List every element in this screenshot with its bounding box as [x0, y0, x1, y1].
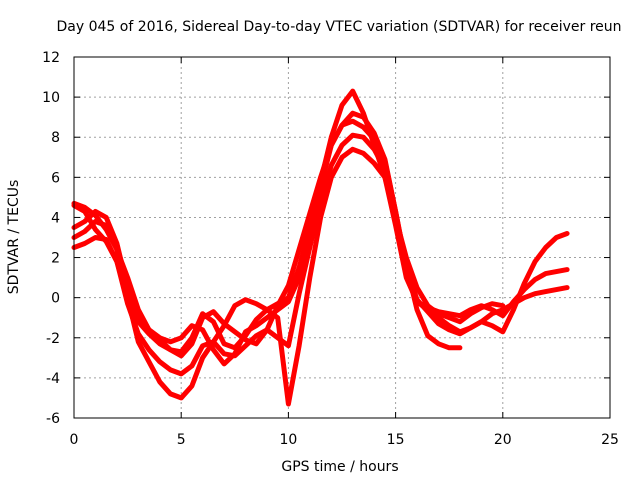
y-tick-label: 0 [51, 291, 60, 307]
y-axis-label: SDTVAR / TECUs [6, 180, 22, 295]
y-tick-label: -4 [46, 371, 60, 387]
y-tick-label: 10 [42, 90, 60, 106]
y-tick-label: 8 [51, 130, 60, 146]
y-tick-label: 2 [51, 251, 60, 267]
plot-frame [73, 56, 611, 419]
y-tick-label: 12 [42, 50, 60, 66]
x-tick-label: 15 [387, 432, 405, 448]
y-tick-label: -6 [46, 411, 60, 427]
x-tick-label: 25 [601, 432, 619, 448]
x-axis-label: GPS time / hours [281, 459, 398, 475]
y-tick-label: -2 [46, 331, 60, 347]
series-line-track-4 [71, 132, 570, 377]
series-line-track-3 [71, 118, 570, 367]
x-tick-label: 20 [494, 432, 512, 448]
y-tick-label: 6 [51, 170, 60, 186]
ticks: -6 -4 -2 0 2 4 6 8 10 12 0 5 10 15 20 25 [42, 50, 619, 448]
chart-title: Day 045 of 2016, Sidereal Day-to-day VTE… [56, 19, 621, 35]
y-tick-label: 4 [51, 210, 60, 226]
series-line-track-5 [71, 146, 570, 407]
x-tick-label: 5 [177, 432, 186, 448]
x-tick-label: 0 [70, 432, 79, 448]
x-tick-label: 10 [279, 432, 297, 448]
series-group [71, 88, 570, 407]
